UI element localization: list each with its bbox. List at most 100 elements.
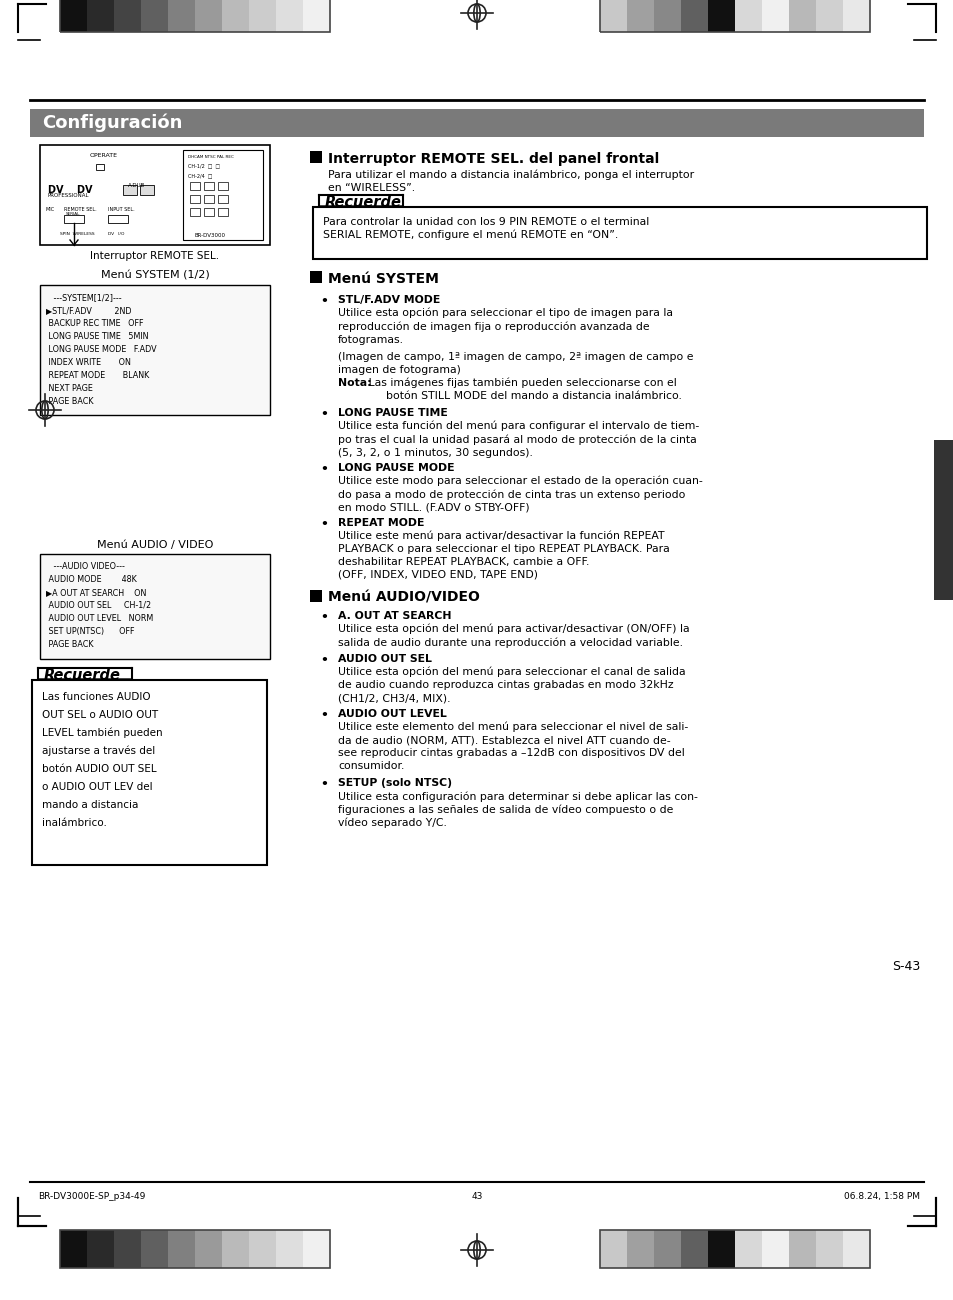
Bar <box>761 0 788 32</box>
Bar <box>168 0 194 32</box>
Bar <box>310 590 322 602</box>
Text: Utilice esta configuración para determinar si debe aplicar las con-
figuraciones: Utilice esta configuración para determin… <box>337 790 698 828</box>
Bar <box>680 0 707 32</box>
Text: •: • <box>319 517 328 530</box>
Bar <box>113 0 141 32</box>
Text: •: • <box>319 408 328 421</box>
Text: LONG PAUSE MODE: LONG PAUSE MODE <box>337 463 454 473</box>
Text: Interruptor REMOTE SEL. del panel frontal: Interruptor REMOTE SEL. del panel fronta… <box>328 152 659 166</box>
Text: SETUP (solo NTSC): SETUP (solo NTSC) <box>337 777 452 788</box>
Text: REPEAT MODE       BLANK: REPEAT MODE BLANK <box>46 370 149 380</box>
Bar <box>654 0 680 32</box>
Text: inalámbrico.: inalámbrico. <box>42 818 107 828</box>
Bar <box>87 1230 113 1268</box>
Bar <box>194 1230 222 1268</box>
Bar <box>64 214 84 224</box>
Text: •: • <box>319 463 328 476</box>
Text: SERIAL REMOTE, configure el menú REMOTE en “ON”.: SERIAL REMOTE, configure el menú REMOTE … <box>323 230 618 240</box>
Text: NEXT PAGE: NEXT PAGE <box>46 384 92 393</box>
Text: PAGE BACK: PAGE BACK <box>46 640 93 649</box>
Text: A. OUT AT SEARCH: A. OUT AT SEARCH <box>337 611 451 621</box>
Bar <box>113 1230 141 1268</box>
Text: Interruptor REMOTE SEL.: Interruptor REMOTE SEL. <box>91 251 219 261</box>
Text: botón AUDIO OUT SEL: botón AUDIO OUT SEL <box>42 764 156 774</box>
Text: STL/F.ADV MODE: STL/F.ADV MODE <box>337 295 439 306</box>
Text: DV    DV: DV DV <box>48 185 92 195</box>
Bar <box>140 185 153 195</box>
Bar <box>60 0 330 32</box>
Bar <box>123 185 137 195</box>
Text: ---SYSTEM[1/2]---: ---SYSTEM[1/2]--- <box>46 292 121 302</box>
Text: Menú SYSTEM (1/2): Menú SYSTEM (1/2) <box>100 270 209 281</box>
Bar <box>599 1230 626 1268</box>
Bar <box>761 1230 788 1268</box>
Text: MIC: MIC <box>46 207 55 212</box>
Bar <box>707 0 734 32</box>
Text: OUT SEL o AUDIO OUT: OUT SEL o AUDIO OUT <box>42 710 158 720</box>
Bar <box>310 270 322 283</box>
Text: ▶STL/F.ADV         2ND: ▶STL/F.ADV 2ND <box>46 306 132 315</box>
Text: CH-1/2  □  □: CH-1/2 □ □ <box>188 162 220 168</box>
Text: LONG PAUSE MODE   F.ADV: LONG PAUSE MODE F.ADV <box>46 344 156 354</box>
Text: AUDIO MODE        48K: AUDIO MODE 48K <box>46 575 136 584</box>
Text: SET UP(NTSC)      OFF: SET UP(NTSC) OFF <box>46 627 134 636</box>
Bar <box>815 1230 842 1268</box>
Bar <box>141 0 168 32</box>
Text: Menú SYSTEM: Menú SYSTEM <box>328 272 438 286</box>
Bar <box>599 0 626 32</box>
Bar <box>108 214 128 224</box>
Text: mando a distancia: mando a distancia <box>42 800 138 810</box>
Text: AUDIO OUT SEL: AUDIO OUT SEL <box>337 654 432 664</box>
Text: DV   I/O: DV I/O <box>108 231 124 237</box>
Bar <box>275 0 303 32</box>
Text: Las imágenes fijas también pueden seleccionarse con el
      botón STILL MODE de: Las imágenes fijas también pueden selecc… <box>365 378 681 402</box>
Text: en “WIRELESS”.: en “WIRELESS”. <box>328 183 415 192</box>
Text: LEVEL también pueden: LEVEL también pueden <box>42 728 162 738</box>
Bar <box>275 1230 303 1268</box>
Bar <box>204 182 213 190</box>
Bar <box>141 1230 168 1268</box>
Text: REMOTE SEL.: REMOTE SEL. <box>64 207 96 212</box>
Bar <box>190 182 200 190</box>
Bar <box>313 207 926 259</box>
Bar <box>40 146 270 244</box>
Text: PAGE BACK: PAGE BACK <box>46 396 93 406</box>
Text: Menú AUDIO / VIDEO: Menú AUDIO / VIDEO <box>96 540 213 550</box>
Text: LONG PAUSE TIME: LONG PAUSE TIME <box>337 408 447 419</box>
Bar <box>933 439 953 601</box>
Text: CH-2/4  □: CH-2/4 □ <box>188 173 213 178</box>
Bar <box>218 182 228 190</box>
Bar <box>788 1230 815 1268</box>
Bar <box>842 1230 869 1268</box>
Text: ajustarse a través del: ajustarse a través del <box>42 746 155 757</box>
Bar <box>249 1230 275 1268</box>
Text: DHCAM NTSC PAL REC: DHCAM NTSC PAL REC <box>188 155 233 159</box>
Text: •: • <box>319 611 328 624</box>
Text: •: • <box>319 777 328 790</box>
Text: BR-DV3000E-SP_p34-49: BR-DV3000E-SP_p34-49 <box>38 1192 145 1201</box>
Text: AUDIO OUT SEL     CH-1/2: AUDIO OUT SEL CH-1/2 <box>46 601 151 610</box>
Text: Para utilizar el mando a distancia inalámbrico, ponga el interruptor: Para utilizar el mando a distancia inalá… <box>328 170 694 181</box>
Bar <box>190 208 200 216</box>
Bar <box>680 1230 707 1268</box>
Bar <box>222 0 249 32</box>
Text: Menú AUDIO/VIDEO: Menú AUDIO/VIDEO <box>328 592 479 604</box>
Bar <box>222 1230 249 1268</box>
Text: PROFESSIONAL: PROFESSIONAL <box>48 192 90 198</box>
Bar <box>599 0 869 32</box>
Bar <box>204 208 213 216</box>
Text: ---AUDIO VIDEO---: ---AUDIO VIDEO--- <box>46 562 125 571</box>
Bar <box>194 0 222 32</box>
Bar <box>249 0 275 32</box>
Text: Recuerde: Recuerde <box>44 668 121 683</box>
Text: S-43: S-43 <box>891 959 919 972</box>
Text: ▶A OUT AT SEARCH    ON: ▶A OUT AT SEARCH ON <box>46 588 146 597</box>
Text: Utilice esta opción del menú para seleccionar el canal de salida
de audio cuando: Utilice esta opción del menú para selecc… <box>337 667 685 703</box>
Bar <box>96 164 104 170</box>
Bar <box>40 554 270 659</box>
Text: BR-DV3000: BR-DV3000 <box>194 233 226 238</box>
Bar <box>218 195 228 203</box>
Text: INPUT SEL.: INPUT SEL. <box>108 207 134 212</box>
Bar <box>30 109 923 136</box>
Text: SERIAL: SERIAL <box>66 212 80 216</box>
